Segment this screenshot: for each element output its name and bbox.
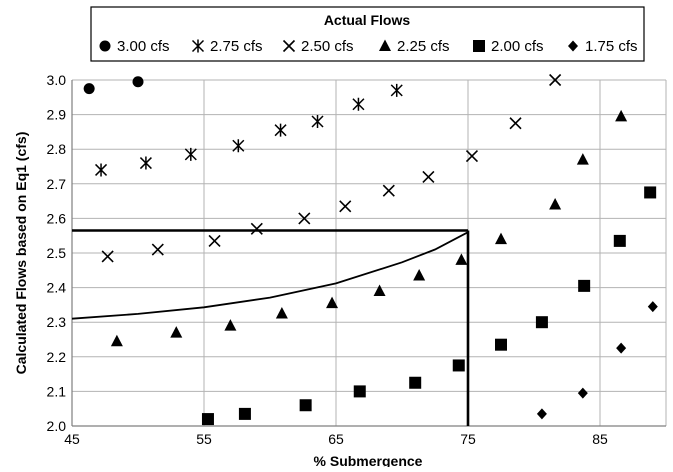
legend-label-2-00-cfs: 2.00 cfs <box>491 38 544 55</box>
x-tick-label: 75 <box>460 431 476 447</box>
legend-item-1-75-cfs: 1.75 cfs <box>568 38 638 55</box>
point-2-00-cfs <box>644 186 657 199</box>
point-2-00-cfs <box>201 413 214 426</box>
point-2-25-cfs <box>326 296 339 309</box>
legend-label-1-75-cfs: 1.75 cfs <box>585 38 638 55</box>
point-2-00-cfs <box>613 234 626 247</box>
point-2-75-cfs <box>95 163 108 177</box>
legend-label-2-75-cfs: 2.75 cfs <box>210 38 263 55</box>
y-tick-label: 2.6 <box>47 210 67 226</box>
legend-item-3-00-cfs: 3.00 cfs <box>99 38 170 55</box>
legend: Actual Flows 3.00 cfs 2.75 cfs 2.50 cfs 2.2… <box>90 6 645 62</box>
point-2-25-cfs <box>615 109 628 122</box>
legend-items: 3.00 cfs 2.75 cfs 2.50 cfs 2.25 cfs 2.00 cfs… <box>99 38 638 55</box>
x-axis-title: % Submergence <box>314 453 423 467</box>
point-2-00-cfs <box>578 279 591 292</box>
legend-marker-2-50-cfs <box>282 39 296 53</box>
point-2-25-cfs <box>495 232 507 245</box>
point-2-75-cfs <box>232 139 245 153</box>
point-2-50-cfs <box>101 250 114 263</box>
point-1-75-cfs <box>647 301 658 313</box>
legend-item-2-75-cfs: 2.75 cfs <box>191 38 263 55</box>
legend-marker-3-00-cfs <box>99 40 111 52</box>
x-tick-label: 65 <box>328 431 344 447</box>
point-1-75-cfs <box>577 387 588 399</box>
legend-marker-1-75-cfs <box>568 40 578 52</box>
point-2-75-cfs <box>184 147 197 161</box>
point-2-50-cfs <box>509 117 522 130</box>
legend-item-2-50-cfs: 2.50 cfs <box>282 38 354 55</box>
legend-marker-2-25-cfs <box>379 39 391 51</box>
legend-label-2-50-cfs: 2.50 cfs <box>301 38 354 55</box>
point-3-00-cfs <box>83 83 95 95</box>
point-2-50-cfs <box>465 150 479 163</box>
point-2-25-cfs <box>373 284 386 297</box>
point-2-00-cfs <box>238 407 251 420</box>
legend-item-2-00-cfs: 2.00 cfs <box>473 38 544 55</box>
point-1-75-cfs <box>616 342 627 354</box>
point-2-50-cfs <box>382 184 395 197</box>
point-2-50-cfs <box>298 212 311 225</box>
x-tick-label: 45 <box>64 431 80 447</box>
point-2-50-cfs <box>549 73 562 87</box>
legend-frame <box>90 6 645 62</box>
point-2-25-cfs <box>110 334 123 347</box>
legend-title: Actual Flows <box>324 12 411 28</box>
point-2-25-cfs <box>275 307 288 319</box>
legend-label-3-00-cfs: 3.00 cfs <box>117 38 170 55</box>
data-marks <box>83 73 658 426</box>
y-tick-label: 3.0 <box>47 72 67 88</box>
y-tick-label: 2.3 <box>47 314 67 330</box>
reference-lines <box>71 229 470 426</box>
point-2-25-cfs <box>576 153 589 165</box>
point-2-25-cfs <box>549 198 562 210</box>
point-2-75-cfs <box>139 156 152 170</box>
y-tick-label: 2.7 <box>47 176 67 192</box>
point-3-00-cfs <box>132 76 144 88</box>
point-2-00-cfs <box>495 338 507 351</box>
point-2-25-cfs <box>224 319 237 331</box>
point-2-75-cfs <box>274 123 287 137</box>
fitted-curve <box>71 231 469 320</box>
point-2-75-cfs <box>390 83 403 97</box>
y-tick-label: 2.4 <box>47 280 67 296</box>
point-2-50-cfs <box>250 222 263 235</box>
legend-label-2-25-cfs: 2.25 cfs <box>397 38 450 55</box>
point-2-00-cfs <box>299 399 312 412</box>
y-tick-label: 2.5 <box>47 245 67 261</box>
point-2-75-cfs <box>352 97 365 111</box>
y-axis-title: Calculated Flows based on Eq1 (cfs) <box>13 132 29 375</box>
point-2-50-cfs <box>151 243 164 256</box>
point-2-25-cfs <box>170 326 183 338</box>
point-2-00-cfs <box>452 359 465 372</box>
gridlines <box>71 79 667 427</box>
point-2-50-cfs <box>339 200 352 213</box>
y-tick-label: 2.2 <box>47 349 67 365</box>
point-2-00-cfs <box>409 376 422 389</box>
legend-marker-2-75-cfs <box>191 39 205 53</box>
point-2-00-cfs <box>353 385 366 398</box>
x-tick-label: 85 <box>592 431 608 447</box>
point-2-75-cfs <box>311 115 324 129</box>
point-2-00-cfs <box>535 316 548 329</box>
x-tick-label: 55 <box>196 431 212 447</box>
legend-marker-2-00-cfs <box>473 40 485 52</box>
point-2-50-cfs <box>208 234 221 247</box>
point-2-50-cfs <box>422 170 435 183</box>
y-tick-label: 2.8 <box>47 141 67 157</box>
y-tick-label: 2.0 <box>47 418 67 434</box>
point-2-25-cfs <box>413 268 426 281</box>
tick-labels: 2.0 2.1 2.2 2.3 2.4 2.5 2.6 2.7 2.8 2.9 3.0 45 55 65 7… <box>47 72 608 447</box>
point-2-25-cfs <box>455 253 468 265</box>
y-tick-label: 2.1 <box>47 383 67 399</box>
y-tick-label: 2.9 <box>47 107 67 123</box>
legend-item-2-25-cfs: 2.25 cfs <box>379 38 450 55</box>
point-1-75-cfs <box>536 408 547 420</box>
